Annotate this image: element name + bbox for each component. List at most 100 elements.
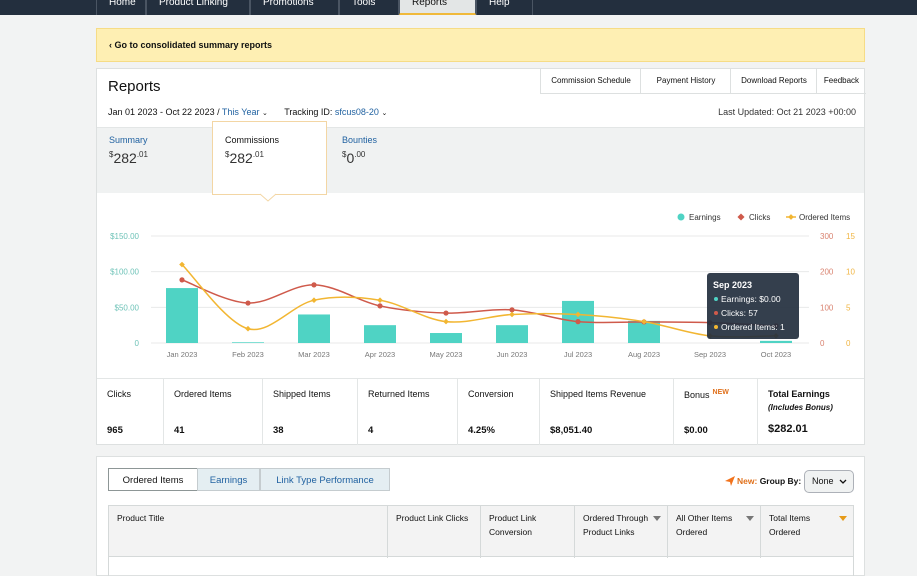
tooltip-line: Clicks: 57 [721, 308, 758, 318]
stat-label-text: Clicks [107, 389, 131, 399]
stat-value: $0.00 [684, 425, 708, 436]
tooltip-dot [714, 325, 718, 329]
card-label: Bounties [342, 135, 378, 145]
nav-item[interactable]: Reports [399, 0, 476, 15]
stat-label: Total Earnings (Includes Bonus) [768, 389, 833, 412]
tick-label: 100 [820, 303, 834, 312]
card-amount: $0.00 [342, 150, 377, 166]
nav-item[interactable]: Home [96, 0, 146, 15]
stat-label: Shipped Items [273, 389, 331, 399]
sort-triangle [746, 516, 754, 521]
stat-cell: Returned Items 4 [358, 379, 458, 445]
tick-label: $150.00 [110, 232, 139, 241]
stat-label-text: Conversion [468, 389, 514, 399]
card-amount: $282.01 [225, 150, 279, 166]
new-icon [725, 476, 735, 486]
x-tick-label: May 2023 [430, 350, 463, 359]
sort-triangle [653, 516, 661, 521]
detail-tab[interactable]: Earnings [197, 468, 260, 491]
bar [760, 340, 792, 343]
tooltip-title: Sep 2023 [713, 280, 752, 290]
column-header[interactable]: Product Title [109, 506, 388, 558]
group-by-select[interactable]: None [804, 470, 854, 493]
report-tab[interactable]: Feedback [816, 69, 866, 94]
detail-tab[interactable]: Ordered Items [108, 468, 198, 491]
column-header[interactable]: Total Items Ordered [761, 506, 853, 558]
stat-cell: Clicks 965 [97, 379, 164, 445]
nav-item[interactable]: Tools [339, 0, 399, 15]
point [575, 311, 581, 318]
card-label: Commissions [225, 135, 280, 145]
chevron [839, 479, 847, 484]
point [179, 277, 185, 283]
legend-marker [737, 213, 745, 221]
stat-cell: Conversion 4.25% [458, 379, 540, 445]
nav-item[interactable]: Help [476, 0, 533, 15]
nav-item[interactable]: Product Linking [146, 0, 250, 15]
detail-tab[interactable]: Link Type Performance [260, 468, 390, 491]
point [377, 303, 383, 309]
report-tab[interactable]: Commission Schedule [540, 69, 641, 94]
report-tab[interactable]: Payment History [640, 69, 731, 94]
stat-label-text: Shipped Items Revenue [550, 389, 647, 399]
report-tab[interactable]: Download Reports [730, 69, 817, 94]
header-text: Product Title [117, 513, 165, 523]
tick-label: 0 [820, 339, 825, 348]
caret: ⌄ [261, 110, 268, 117]
tooltip-box [707, 273, 799, 339]
tick-label: 0 [846, 339, 851, 348]
bar [364, 325, 396, 343]
x-tick-label: Jun 2023 [497, 350, 528, 359]
bar [496, 325, 528, 343]
summary-card[interactable]: Summary $282.01 [109, 135, 148, 166]
period[interactable]: This Year [221, 107, 260, 117]
stat-cell: Ordered Items 41 [164, 379, 263, 445]
tick-label: 0 [135, 339, 140, 348]
stat-value: 4 [368, 425, 374, 436]
summary-card[interactable]: Bounties $0.00 [342, 135, 377, 166]
currency: $ [109, 150, 114, 159]
tick-label: 200 [820, 268, 834, 277]
column-header[interactable]: Product Link Clicks [388, 506, 481, 558]
element [839, 479, 847, 484]
tooltip-line: Ordered Items: 1 [721, 322, 785, 332]
stat-label: Shipped Items Revenue [550, 389, 646, 399]
detail-panel: Ordered Items Earnings Link Type Performan… [96, 456, 865, 576]
date-row: Jan 01 2023 - Oct 22 2023 / This Year ⌄ … [108, 107, 387, 117]
date-range: Jan 01 2023 - Oct 22 2023 / [108, 107, 220, 117]
legend-marker [677, 213, 685, 221]
currency: $ [225, 150, 230, 159]
summary-link[interactable]: ‹ Go to consolidated summary reports [109, 40, 273, 50]
card-label: Summary [109, 135, 148, 145]
point [575, 319, 581, 325]
column-header[interactable]: Ordered Through Product Links [575, 506, 668, 558]
stat-label-text: Bonus [684, 390, 710, 400]
amount-whole: 0 [346, 150, 355, 166]
x-tick-label: Apr 2023 [365, 350, 395, 359]
column-header[interactable]: All Other Items Ordered [668, 506, 761, 558]
header-text: All Other Items Ordered [676, 513, 733, 537]
header-text: Ordered Through Product Links [583, 513, 649, 537]
element [725, 476, 735, 486]
top-nav: Home Product Linking Promotions Tools Report… [0, 0, 917, 15]
x-tick-label: Sep 2023 [694, 350, 726, 359]
sort-icon [839, 516, 847, 521]
point [509, 311, 515, 318]
amount-whole: 282 [229, 150, 253, 166]
legend-label: Clicks [749, 213, 770, 222]
x-tick-label: Jan 2023 [167, 350, 198, 359]
x-tick-label: Feb 2023 [232, 350, 264, 359]
nav-item[interactable]: Promotions [250, 0, 339, 15]
group-by: New: Group By: [737, 476, 801, 486]
legend-label: Earnings [689, 213, 721, 222]
stat-value: $282.01 [768, 423, 808, 435]
tick-label: 10 [846, 268, 855, 277]
legend-marker [788, 214, 794, 220]
tick-label: 300 [820, 232, 834, 241]
bar [232, 342, 264, 343]
tracking-id[interactable]: sfcus08-20 [334, 107, 379, 117]
point [311, 297, 317, 304]
summary-card[interactable]: Commissions $282.01 [225, 135, 279, 166]
column-header[interactable]: Product Link Conversion [481, 506, 575, 558]
tick-label: $50.00 [115, 303, 140, 312]
